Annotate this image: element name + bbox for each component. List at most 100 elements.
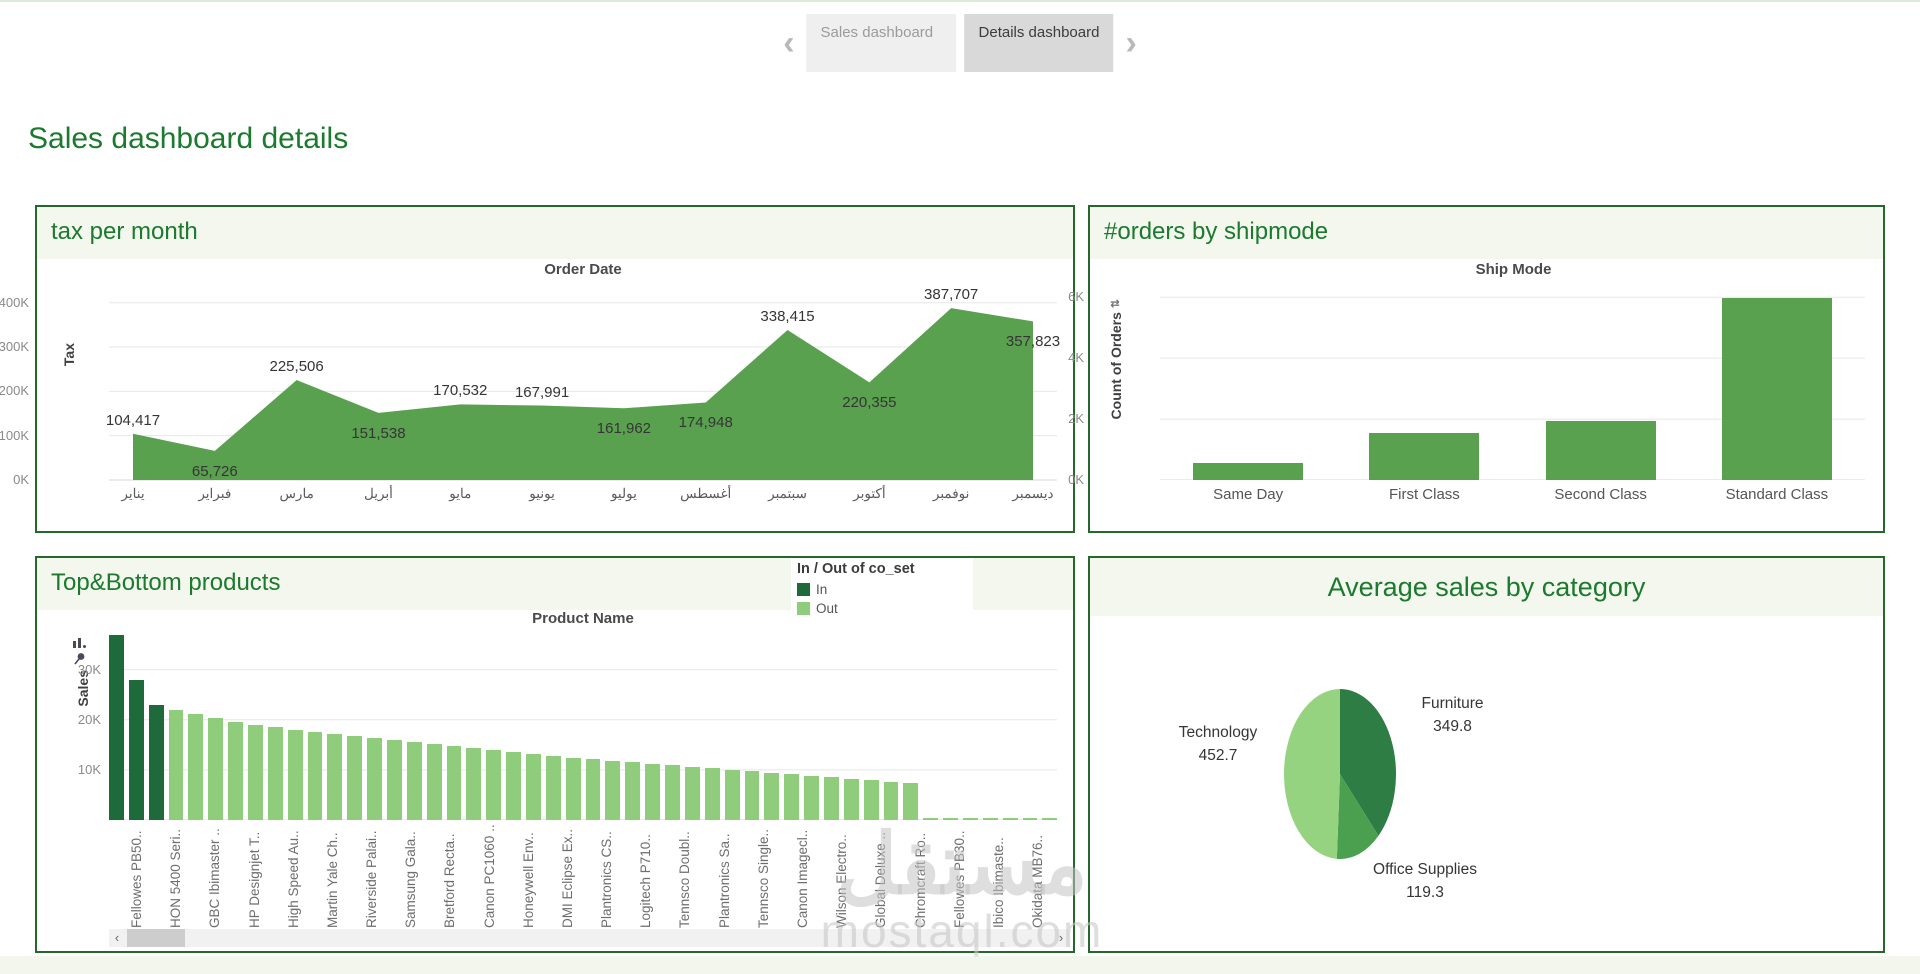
product-bar[interactable] — [724, 769, 740, 820]
pie-slice-furniture[interactable] — [1340, 689, 1396, 836]
month-label: مايو — [449, 486, 472, 501]
product-bar[interactable] — [406, 742, 422, 820]
tab-sales-dashboard[interactable]: Sales dashboard — [806, 14, 957, 72]
product-bar[interactable] — [466, 748, 482, 820]
product-bar[interactable] — [863, 780, 879, 820]
product-bar[interactable] — [823, 777, 839, 820]
product-bar[interactable] — [367, 738, 383, 820]
product-bar[interactable] — [645, 763, 661, 820]
data-label: 225,506 — [269, 358, 324, 376]
scrollbar-thumb[interactable] — [127, 929, 185, 947]
product-label: Fellowes PB30.. — [951, 830, 967, 928]
product-bar[interactable] — [1022, 818, 1038, 820]
products-category-labels: Fellowes PB50.. HON 5400 Seri.. GBC Ibimas… — [117, 824, 1057, 930]
tax-panel-title: tax per month — [37, 207, 1073, 259]
product-bar[interactable] — [109, 634, 124, 820]
product-bar[interactable] — [744, 771, 760, 820]
product-bar[interactable] — [208, 718, 224, 820]
product-bar[interactable] — [307, 732, 323, 820]
product-bar[interactable] — [545, 756, 561, 820]
product-bar[interactable] — [426, 744, 442, 820]
product-bar[interactable] — [764, 772, 780, 820]
product-bar[interactable] — [168, 709, 184, 820]
product-bar[interactable] — [1042, 818, 1058, 820]
product-bar[interactable] — [148, 704, 164, 820]
next-tab-chevron-icon[interactable]: › — [1125, 24, 1137, 62]
y-tick-label: 0K — [13, 472, 29, 487]
product-label: Ibico Ibimaste.. — [990, 837, 1006, 928]
tab-details-dashboard[interactable]: Details dashboard — [964, 14, 1114, 72]
pie-slice-technology[interactable] — [1284, 689, 1340, 859]
product-label-slot: HON 5400 Seri.. — [156, 824, 195, 930]
mini-chart-icon[interactable] — [72, 636, 86, 648]
month-label: فبراير — [198, 486, 232, 501]
product-label-slot: Samsung Gala.. — [391, 824, 430, 930]
product-bar[interactable] — [248, 724, 263, 820]
product-bar[interactable] — [903, 783, 919, 820]
product-bar[interactable] — [1002, 818, 1018, 820]
ship-plot-area — [1160, 285, 1865, 480]
ship-category-label: Standard Class — [1725, 486, 1829, 503]
product-bar[interactable] — [387, 740, 402, 820]
product-bar[interactable] — [347, 736, 363, 820]
product-bar[interactable] — [684, 766, 700, 820]
tax-y-axis-label: Tax — [61, 343, 77, 367]
product-label: Chromcraft Ro.. — [912, 832, 928, 928]
ship-bar[interactable] — [1545, 420, 1656, 480]
product-bar[interactable] — [883, 781, 899, 820]
pie-label-technology: Technology 452.7 — [1178, 724, 1258, 765]
product-bar[interactable] — [804, 775, 819, 820]
product-bar[interactable] — [128, 679, 144, 820]
tax-plot-area: 104,417 65,726 225,506 151,538 170,532 167,99… — [106, 285, 1060, 481]
product-bar[interactable] — [188, 713, 204, 820]
product-bar[interactable] — [923, 817, 939, 820]
product-bar[interactable] — [486, 750, 502, 820]
product-label: Canon PC1060 .. — [481, 824, 497, 928]
prev-tab-chevron-icon[interactable]: ‹ — [783, 24, 795, 62]
product-bar[interactable] — [962, 818, 978, 820]
pie-slice-office-supplies[interactable] — [1336, 774, 1379, 859]
legend-item-in[interactable]: In — [797, 582, 967, 597]
product-bar[interactable] — [565, 757, 581, 820]
month-label: سبتمبر — [768, 486, 807, 501]
y-tick-label: 4K — [1068, 350, 1084, 366]
legend-item-out[interactable]: Out — [797, 601, 967, 616]
product-bar[interactable] — [267, 727, 283, 820]
scroll-right-icon[interactable]: › — [1058, 930, 1064, 945]
data-label: 387,707 — [924, 286, 979, 304]
month-label: أبريل — [363, 486, 393, 501]
y-tick-label: 100K — [0, 427, 29, 443]
pin-icon[interactable] — [73, 652, 86, 665]
ship-bar[interactable] — [1369, 433, 1480, 480]
month-label: يناير — [121, 486, 145, 501]
product-bar[interactable] — [585, 759, 601, 820]
ship-bar[interactable] — [1721, 298, 1832, 480]
y-tick-label: 10K — [77, 761, 101, 777]
product-bar[interactable] — [605, 760, 621, 820]
products-grid-svg — [109, 669, 1057, 820]
product-bar[interactable] — [843, 778, 859, 820]
product-bar[interactable] — [625, 762, 641, 820]
product-bar[interactable] — [228, 721, 244, 820]
data-label: 170,532 — [433, 382, 488, 400]
scroll-left-icon[interactable]: ‹ — [114, 930, 120, 945]
product-bar[interactable] — [943, 817, 958, 820]
sort-icon[interactable]: ⇅ — [1110, 299, 1122, 309]
product-bar[interactable] — [287, 729, 303, 820]
data-label: 357,823 — [1005, 333, 1061, 351]
product-bar[interactable] — [704, 768, 720, 820]
tax-area-mark[interactable] — [133, 308, 1033, 480]
y-tick-label: 20K — [77, 711, 101, 727]
product-label: Logitech P710.. — [638, 834, 654, 928]
horizontal-scrollbar[interactable]: ‹ › — [109, 929, 1069, 947]
product-bar[interactable] — [506, 752, 522, 820]
product-bar[interactable] — [327, 734, 343, 820]
bottom-strip — [0, 956, 1920, 974]
pie-label-office-supplies: Office Supplies 119.3 — [1373, 861, 1477, 902]
product-bar[interactable] — [665, 765, 680, 820]
ship-bar[interactable] — [1193, 463, 1304, 480]
product-bar[interactable] — [446, 746, 462, 820]
product-bar[interactable] — [784, 774, 800, 820]
product-bar[interactable] — [526, 754, 541, 820]
product-bar[interactable] — [982, 818, 998, 820]
